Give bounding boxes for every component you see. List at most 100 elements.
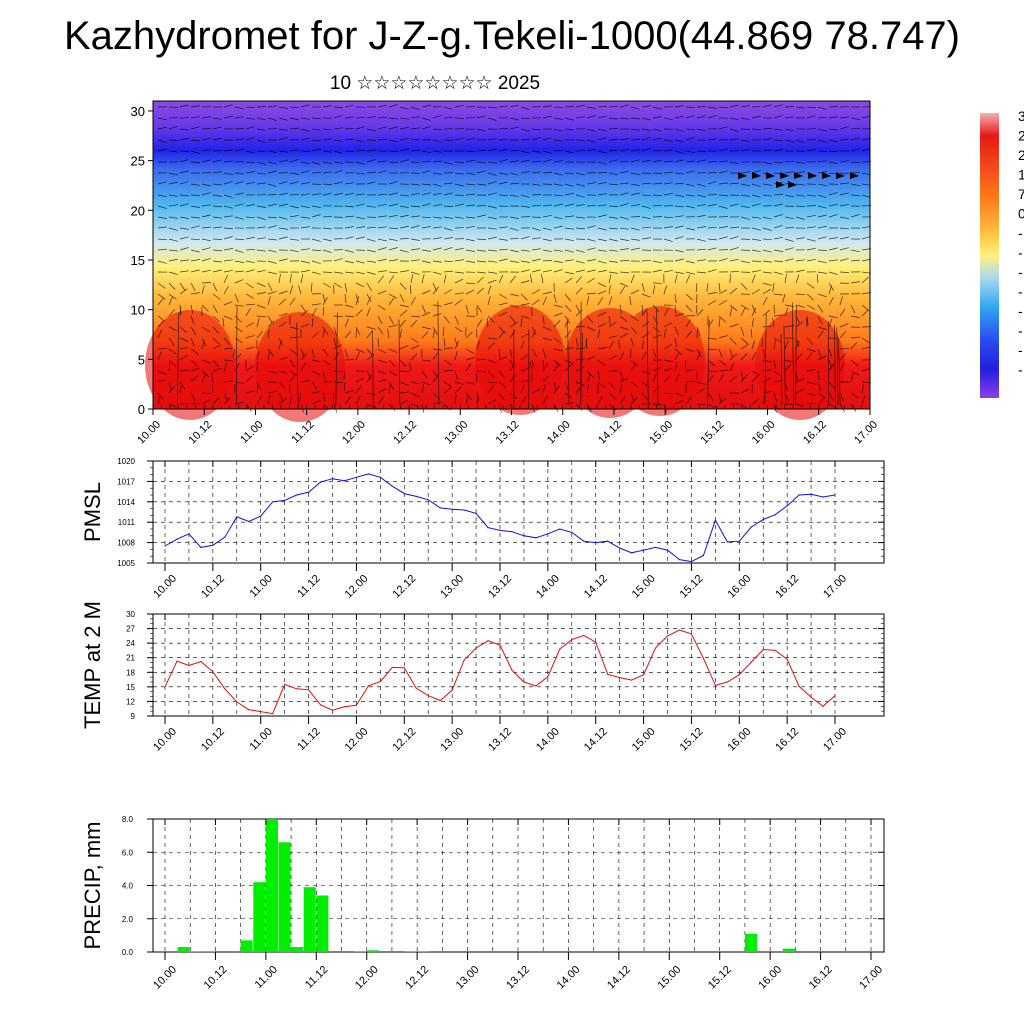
precip-x-tick-label: 14.12 [605, 964, 633, 992]
wind-barb [179, 181, 189, 185]
wind-barb [575, 347, 585, 350]
temp-data-point [583, 634, 585, 637]
wind-barb [443, 106, 453, 110]
wind-barb [476, 214, 486, 218]
wind-barb [201, 304, 209, 312]
wind-barb [421, 326, 431, 330]
wind-barb [861, 147, 871, 152]
wind-barb [212, 138, 222, 141]
pmsl-data-point [535, 537, 537, 539]
wind-barb [575, 172, 585, 176]
wind-barb [619, 396, 626, 405]
wind-barb [256, 172, 266, 175]
colorbar-label: - [1018, 264, 1023, 280]
wind-barb [795, 171, 805, 174]
wind-barb [597, 172, 608, 174]
wind-barb [223, 205, 233, 209]
wind-barb [795, 183, 805, 186]
colorbar-label: - [1018, 323, 1023, 339]
wind-barb [740, 307, 746, 317]
wind-barb [718, 315, 726, 323]
temp-data-point [643, 674, 645, 676]
wind-barb [718, 398, 727, 405]
wind-barb [751, 238, 761, 241]
wind-barb [465, 363, 472, 372]
wind-barb [498, 194, 509, 196]
wind-barb [542, 363, 548, 372]
wind-barb [212, 183, 223, 186]
temp-data-point [834, 695, 836, 697]
wind-barb [828, 237, 838, 240]
wind-barb [729, 161, 739, 165]
wind-barb [201, 359, 211, 364]
wind-barb-streak [834, 324, 836, 406]
wind-barb [267, 260, 277, 264]
pmsl-data-point [774, 514, 776, 516]
wind-barb [553, 203, 563, 207]
wind-barb [267, 225, 277, 229]
wind-barb [696, 115, 706, 119]
wind-barb [652, 304, 660, 313]
wind-barb [839, 172, 850, 175]
wind-barb [475, 373, 478, 383]
wind-barb [289, 395, 293, 405]
wind-barb [299, 392, 302, 402]
precip-y-tick-label: 6.0 [122, 848, 134, 857]
wind-barb [762, 369, 772, 372]
wind-barb [487, 138, 497, 141]
wind-barb [355, 126, 365, 130]
wind-barb [388, 192, 398, 196]
wind-barb [212, 293, 221, 300]
wind-barb [355, 236, 365, 240]
heatmap-x-tick-label: 10.00 [135, 419, 163, 447]
wind-barb [619, 282, 629, 288]
wind-barb [201, 282, 212, 284]
colorbar-label: - [1018, 284, 1023, 300]
wind-barb [795, 388, 805, 394]
wind-barb [542, 291, 552, 295]
wind-barb [608, 335, 618, 339]
wind-barb [806, 149, 816, 152]
wind-barb [684, 359, 687, 370]
heatmap-x-tick-label: 16.00 [750, 419, 778, 447]
wind-barb [597, 381, 606, 388]
wind-barb [806, 106, 817, 109]
wind-barb [773, 260, 784, 262]
wind-barb [476, 271, 486, 274]
wind-barb [432, 237, 442, 240]
wind-barb [509, 160, 519, 163]
colorbar-label: 3 [1018, 108, 1024, 124]
wind-barb [443, 227, 453, 231]
temp-ylabel: TEMP at 2 M [80, 601, 105, 729]
wind-barb [399, 310, 408, 317]
wind-barb [465, 159, 475, 163]
wind-barb [190, 367, 200, 372]
wind-barb [355, 271, 365, 275]
wind-barb [223, 227, 234, 229]
wind-barb [245, 137, 255, 141]
wind-barb [520, 293, 528, 301]
colorbar [980, 113, 999, 398]
wind-barb [806, 247, 816, 251]
wind-barb [168, 293, 177, 300]
wind-barb [630, 247, 640, 251]
wind-barb [267, 291, 277, 295]
wind-barb [190, 205, 200, 208]
wind-barb [806, 258, 816, 262]
wind-barb [608, 172, 618, 175]
wind-barb [531, 237, 541, 240]
precip-bar [253, 882, 266, 952]
wind-barb [542, 249, 552, 253]
wind-barb [465, 238, 475, 242]
wind-barb [784, 216, 794, 220]
wind-barb [377, 117, 388, 119]
wind-barb [674, 293, 677, 303]
wind-barb [542, 326, 552, 331]
wind-barb [707, 403, 716, 409]
wind-barb [784, 340, 789, 350]
wind-barb [212, 159, 222, 163]
wind-barb [630, 204, 640, 207]
wind-barb [729, 128, 739, 132]
wind-barb [179, 346, 189, 350]
wind-barb [465, 260, 475, 263]
